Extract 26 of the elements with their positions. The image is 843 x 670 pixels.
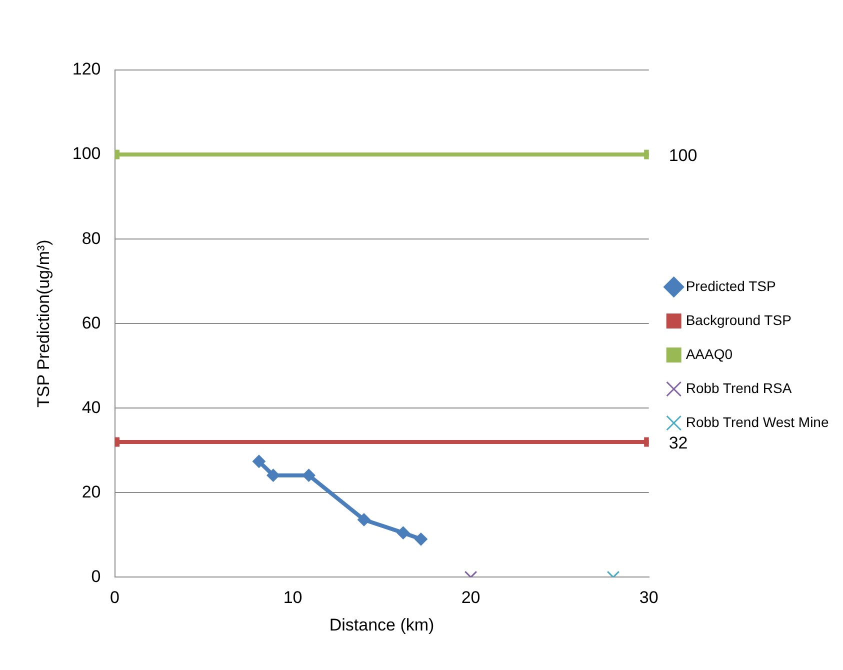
x-tick-label: 30: [639, 588, 658, 608]
legend-label: Predicted TSP: [686, 278, 776, 294]
x-tick-label: 20: [461, 588, 480, 608]
legend-label: Background TSP: [686, 312, 792, 328]
y-axis-title: TSP Prediction(ug/m³): [34, 240, 53, 408]
y-tick-label: 100: [72, 144, 101, 164]
y-tick-label: 0: [91, 566, 101, 586]
x-tick-label: 0: [110, 588, 120, 608]
x-axis-title: Distance (km): [329, 615, 434, 634]
data-label: 100: [668, 146, 698, 166]
legend-label: Robb Trend RSA: [686, 380, 792, 396]
point: [396, 526, 410, 540]
y-tick-label: 20: [82, 482, 101, 502]
point: [252, 454, 266, 468]
y-tick-label: 120: [72, 60, 101, 79]
y-tick-label: 40: [82, 398, 101, 417]
y-tick-label: 80: [82, 228, 101, 248]
legend-label: Robb Trend West Mine: [686, 414, 829, 430]
data-label: 32: [668, 434, 688, 453]
point: [414, 532, 428, 546]
point: [357, 513, 370, 526]
y-tick-label: 60: [82, 313, 101, 332]
x-tick-label: 10: [283, 588, 302, 608]
legend-label: AAAQ0: [686, 346, 733, 362]
point: [266, 468, 280, 482]
point: [302, 468, 316, 482]
